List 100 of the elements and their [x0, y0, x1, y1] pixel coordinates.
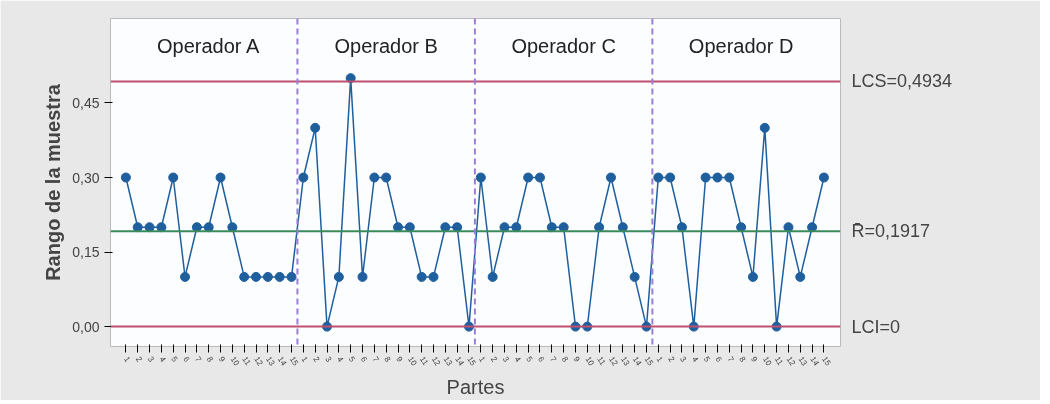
- x-tick-label: 8: [737, 355, 748, 365]
- x-tick-label: 7: [193, 355, 204, 365]
- x-tick-label: 1: [122, 355, 133, 365]
- point: [818, 172, 829, 183]
- x-tick-label: 13: [264, 355, 277, 368]
- x-tick-label: 10: [406, 355, 419, 368]
- point: [251, 271, 262, 282]
- annotation: Operador B: [334, 35, 438, 58]
- point: [180, 271, 191, 282]
- annotation: Operador C: [511, 35, 616, 58]
- x-tick-label: 13: [619, 355, 632, 368]
- x-tick-label: 11: [595, 355, 608, 368]
- x-tick-label: 12: [784, 355, 798, 368]
- x-tick-label: 3: [145, 355, 157, 365]
- point: [381, 172, 392, 183]
- x-tick-label: 8: [559, 355, 571, 365]
- point: [168, 172, 179, 183]
- point: [120, 172, 131, 183]
- point: [653, 172, 664, 183]
- x-tick-label: 15: [465, 355, 478, 368]
- x-tick-label: 4: [335, 355, 346, 365]
- x-tick-label: 3: [678, 355, 689, 365]
- x-tick-label: 10: [583, 355, 597, 368]
- x-tick-label: 11: [417, 355, 431, 368]
- x-tick-label: 2: [133, 355, 145, 365]
- point: [605, 172, 616, 183]
- x-tick-label: 14: [275, 355, 289, 368]
- x-tick-label: 9: [216, 355, 228, 365]
- point: [428, 271, 439, 282]
- x-tick-label: 5: [701, 355, 713, 365]
- x-tick-label: 15: [642, 355, 656, 368]
- x-tick-label: 6: [358, 355, 369, 365]
- x-tick-label: 2: [488, 355, 500, 365]
- point: [274, 271, 285, 282]
- point: [215, 172, 226, 183]
- x-tick-label: 9: [394, 355, 405, 365]
- x-tick-label: 14: [453, 355, 467, 368]
- point: [747, 271, 758, 282]
- x-tick-label: 11: [772, 355, 786, 368]
- x-tick-label: 4: [512, 355, 523, 365]
- x-tick-label: 2: [311, 355, 322, 365]
- x-tick-label: 5: [169, 355, 180, 365]
- x-tick-label: 9: [571, 355, 582, 365]
- point: [369, 172, 380, 183]
- point: [629, 271, 640, 282]
- x-tick-label: 2: [666, 355, 677, 365]
- point: [534, 172, 545, 183]
- x-tick-label: 11: [240, 355, 253, 368]
- x-tick-label: 1: [299, 355, 310, 365]
- y-tick-label: 0,45: [72, 94, 100, 111]
- point: [712, 172, 723, 183]
- point: [333, 271, 344, 282]
- point: [286, 271, 297, 282]
- x-tick-label: 14: [808, 355, 821, 368]
- ref-line-label: LCI=0: [851, 316, 901, 337]
- x-tick-label: 12: [607, 355, 620, 368]
- point: [298, 172, 309, 183]
- x-tick-label: 10: [760, 355, 774, 368]
- point: [262, 271, 273, 282]
- annotation: Operador D: [688, 35, 794, 58]
- x-tick-label: 8: [204, 355, 216, 365]
- x-tick-label: 1: [477, 355, 488, 365]
- x-tick-label: 5: [346, 355, 358, 365]
- x-tick-label: 8: [382, 355, 393, 365]
- x-tick-label: 10: [228, 355, 242, 368]
- point: [700, 172, 711, 183]
- ref-line-label: R̄=0,1917: [851, 221, 931, 242]
- x-tick-label: 12: [252, 355, 265, 368]
- x-tick-label: 14: [630, 355, 644, 368]
- x-tick-label: 6: [713, 355, 724, 365]
- x-tick-label: 15: [820, 355, 833, 368]
- x-tick-label: 7: [370, 355, 381, 365]
- y-tick-label: 0,00: [72, 318, 100, 335]
- x-tick-label: 7: [548, 355, 559, 365]
- point: [357, 271, 368, 282]
- y-axis-title: Rango de la muestra: [42, 83, 65, 281]
- x-tick-label: 1: [654, 355, 665, 365]
- point: [475, 172, 486, 183]
- x-tick-label: 9: [749, 355, 760, 365]
- point: [795, 271, 806, 282]
- point: [724, 172, 735, 183]
- x-tick-label: 12: [429, 355, 443, 368]
- point: [416, 271, 427, 282]
- point: [239, 271, 250, 282]
- point: [665, 172, 676, 183]
- x-tick-label: 4: [690, 355, 701, 365]
- x-tick-label: 3: [323, 355, 334, 365]
- x-tick-label: 5: [524, 355, 535, 365]
- x-tick-label: 15: [287, 355, 301, 368]
- x-tick-label: 4: [157, 355, 168, 365]
- x-tick-label: 6: [536, 355, 547, 365]
- x-tick-label: 7: [725, 355, 736, 365]
- ref-line-label: LCS=0,4934: [851, 71, 953, 92]
- annotation: Operador A: [157, 35, 260, 58]
- point: [523, 172, 534, 183]
- y-tick-label: 0,15: [72, 244, 100, 261]
- point: [487, 271, 498, 282]
- x-tick-label: 6: [181, 355, 192, 365]
- x-tick-label: 13: [441, 355, 455, 368]
- x-tick-label: 13: [796, 355, 810, 368]
